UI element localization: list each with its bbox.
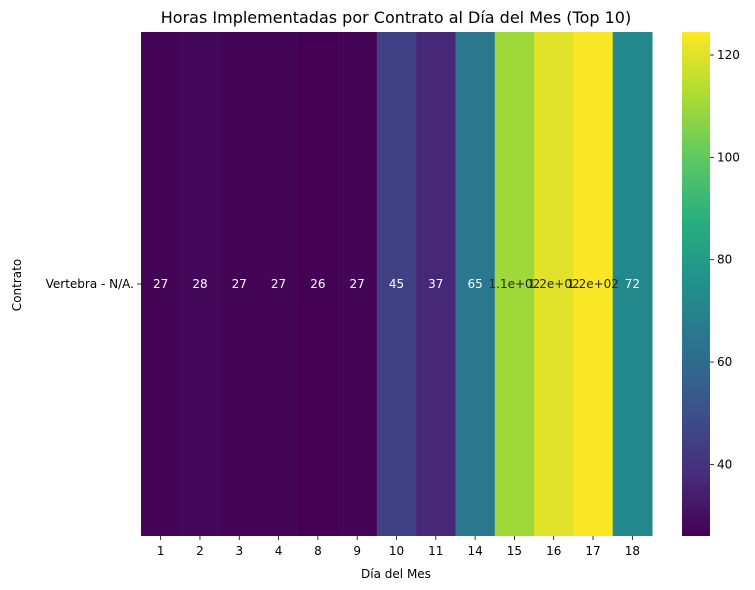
cell-value-label: 28	[192, 277, 207, 291]
cell-value-label: 72	[625, 277, 640, 291]
x-tick-label: 10	[389, 544, 404, 558]
chart-title: Horas Implementadas por Contrato al Día …	[161, 8, 631, 27]
x-tick-label: 3	[235, 544, 243, 558]
heatmap-cell	[219, 32, 260, 536]
colorbar-tick-label: 120	[717, 48, 740, 62]
cell-value-label: 27	[271, 277, 286, 291]
cell-value-label: 27	[153, 277, 168, 291]
x-tick-label: 4	[275, 544, 283, 558]
heatmap-cell	[141, 32, 181, 536]
heatmap-cell	[494, 32, 535, 536]
x-tick-label: 15	[507, 544, 522, 558]
cell-value-label: 37	[428, 277, 443, 291]
cell-value-label: 45	[389, 277, 404, 291]
y-axis-label: Contrato	[10, 259, 24, 311]
colorbar-tick-label: 40	[717, 457, 732, 471]
heatmap-cell	[376, 32, 417, 536]
colorbar-tick-label: 60	[717, 355, 732, 369]
x-tick-label: 8	[314, 544, 322, 558]
heatmap-cell	[337, 32, 378, 536]
cell-value-label: 1.2e+02	[567, 277, 619, 291]
x-tick-label: 18	[625, 544, 640, 558]
y-tick-label: Vertebra - N/A.	[46, 277, 134, 291]
x-tick-label: 11	[428, 544, 443, 558]
heatmap-cell	[180, 32, 221, 536]
x-axis-ticks: 1 2 3 4 8 9 10 11 14 15 16 17 18	[157, 536, 640, 558]
heatmap-cell-labels: 27 28 27 27 26 27 45 37 65 1.1e+021.2e+021.2e+02 7…	[153, 277, 640, 291]
colorbar-tick-label: 100	[717, 150, 740, 164]
x-tick-label: 2	[196, 544, 204, 558]
heatmap-cell	[612, 32, 653, 536]
x-tick-label: 9	[353, 544, 361, 558]
y-axis-ticks: Vertebra - N/A.	[46, 277, 141, 291]
cell-value-label: 26	[310, 277, 325, 291]
cell-value-label: 65	[467, 277, 482, 291]
cell-value-label: 27	[350, 277, 365, 291]
x-tick-label: 16	[546, 544, 561, 558]
x-tick-label: 17	[585, 544, 600, 558]
x-axis-label: Día del Mes	[361, 567, 431, 581]
heatmap-cell	[416, 32, 456, 536]
cell-value-label: 1.1e+02	[489, 277, 541, 291]
heatmap-cell	[573, 32, 614, 536]
colorbar	[682, 32, 710, 536]
heatmap-cells	[141, 32, 653, 536]
x-tick-label: 1	[157, 544, 165, 558]
colorbar-ticks: 40 60 80 100 120	[710, 48, 740, 471]
heatmap-cell	[298, 32, 339, 536]
heatmap-cell	[258, 32, 299, 536]
cell-value-label: 1.2e+02	[528, 277, 580, 291]
heatmap-cell	[455, 32, 496, 536]
x-tick-label: 14	[467, 544, 482, 558]
colorbar-tick-label: 80	[717, 253, 732, 267]
cell-value-label: 27	[232, 277, 247, 291]
heatmap-cell	[534, 32, 574, 536]
